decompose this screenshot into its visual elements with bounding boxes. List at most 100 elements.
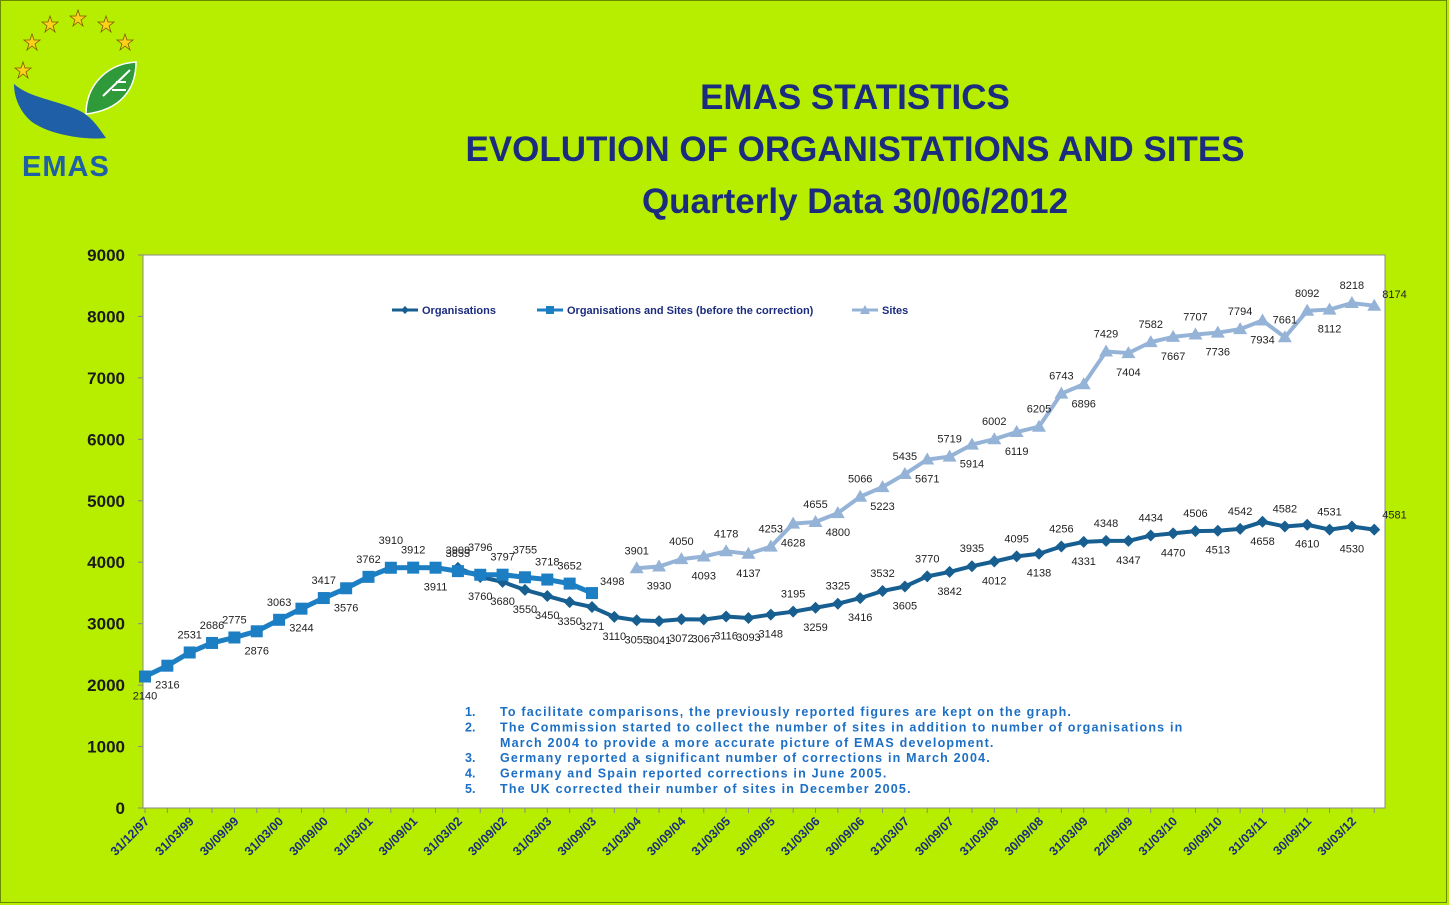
data-label: 2876 — [245, 645, 269, 657]
diamond-marker — [1100, 534, 1113, 547]
note-text: Germany reported a significant number of… — [500, 751, 991, 765]
data-label: 3416 — [848, 612, 872, 624]
legend-marker — [860, 305, 870, 314]
diamond-marker — [1301, 518, 1314, 531]
x-tick-label: 31/03/06 — [778, 814, 822, 858]
note-number: 3. — [465, 751, 475, 765]
data-label: 7661 — [1273, 314, 1297, 326]
series-line — [636, 301, 1375, 571]
data-label: 3271 — [580, 621, 604, 633]
data-label: 4655 — [803, 499, 827, 511]
data-label: 7667 — [1161, 351, 1185, 363]
data-label: 4581 — [1382, 510, 1406, 522]
diamond-marker — [943, 565, 956, 578]
data-label: 3350 — [557, 616, 581, 628]
data-label: 4434 — [1139, 513, 1163, 525]
data-label: 3041 — [647, 635, 671, 647]
triangle-marker — [719, 544, 734, 557]
x-tick-label: 31/03/07 — [868, 814, 912, 858]
data-label: 3063 — [267, 597, 291, 609]
data-label: 7794 — [1228, 306, 1252, 318]
star-icon — [40, 14, 60, 34]
data-label: 4178 — [714, 528, 738, 540]
x-tick-label: 31/03/11 — [1226, 814, 1270, 858]
diamond-marker — [764, 608, 777, 621]
title-line-2: EVOLUTION OF ORGANISTATIONS AND SITES — [465, 130, 1245, 169]
data-label: 5719 — [937, 434, 961, 446]
triangle-marker — [786, 516, 801, 529]
triangle-marker — [1054, 386, 1069, 399]
diamond-marker — [697, 613, 710, 626]
diamond-marker — [675, 613, 688, 626]
diamond-marker — [1345, 520, 1358, 533]
chart-notes: 1. To facilitate comparisons, the previou… — [465, 705, 1182, 796]
star-icon — [68, 8, 88, 28]
data-label: 3930 — [647, 581, 671, 593]
x-tick-label: 31/12/97 — [108, 814, 152, 858]
square-marker — [362, 570, 375, 583]
note-text: Germany and Spain reported corrections i… — [500, 767, 888, 781]
data-label: 3450 — [535, 610, 559, 622]
diamond-marker — [630, 614, 643, 627]
x-tick-label: 30/09/04 — [644, 814, 688, 858]
diamond-marker — [1211, 524, 1224, 537]
square-marker — [228, 631, 241, 644]
data-label: 4513 — [1206, 545, 1230, 557]
x-tick-label: 30/09/06 — [823, 814, 867, 858]
legend-label: Sites — [882, 305, 908, 317]
triangle-marker — [875, 480, 890, 493]
x-tick-label: 31/03/04 — [600, 814, 644, 858]
triangle-marker — [1255, 313, 1270, 326]
data-label: 2316 — [155, 680, 179, 692]
data-label: 3908 — [446, 545, 470, 557]
note-number: 4. — [465, 767, 475, 781]
legend-marker — [546, 306, 554, 314]
data-label: 6896 — [1071, 398, 1095, 410]
data-label: 3110 — [603, 631, 627, 643]
title-line-3: Quarterly Data 30/06/2012 — [641, 182, 1069, 221]
diamond-marker — [1256, 515, 1269, 528]
diamond-marker — [563, 596, 576, 609]
data-label: 3532 — [870, 568, 894, 580]
y-tick-label: 2000 — [87, 676, 125, 695]
data-labels: 3908 376036803550345033503271311030553041… — [133, 280, 1407, 702]
square-marker — [273, 613, 286, 626]
leaf-vein — [102, 69, 131, 97]
data-label: 3244 — [289, 623, 313, 635]
data-label: 4331 — [1071, 556, 1095, 568]
note-number: 5. — [465, 782, 475, 796]
data-label: 7404 — [1116, 367, 1140, 379]
triangle-marker — [1322, 302, 1337, 315]
diamond-marker — [809, 601, 822, 614]
data-label: 4582 — [1273, 503, 1297, 515]
series-markers — [139, 296, 1382, 683]
square-marker — [340, 582, 353, 595]
square-marker — [295, 602, 308, 615]
data-label: 4050 — [669, 536, 693, 548]
note-number: 2. — [465, 720, 475, 734]
data-label: 2140 — [133, 691, 157, 703]
x-tick-label: 31/03/09 — [1047, 814, 1091, 858]
x-tick-label: 31/03/02 — [421, 814, 465, 858]
diamond-marker — [965, 560, 978, 573]
triangle-marker — [987, 432, 1002, 445]
note-number: 1. — [465, 705, 475, 719]
triangle-marker — [696, 549, 711, 562]
data-label: 3770 — [915, 553, 939, 565]
data-label: 3116 — [714, 631, 738, 643]
triangle-marker — [1300, 303, 1315, 316]
star-ring — [13, 8, 135, 80]
square-marker — [139, 670, 151, 683]
data-label: 4628 — [781, 538, 805, 550]
data-label: 7736 — [1206, 347, 1230, 359]
data-label: 3325 — [826, 581, 850, 593]
y-tick-label: 5000 — [87, 492, 125, 511]
data-label: 3067 — [692, 634, 716, 646]
data-label: 3680 — [490, 596, 514, 608]
triangle-marker — [830, 506, 845, 519]
diamond-marker — [1323, 523, 1336, 536]
data-label: 7582 — [1139, 319, 1163, 331]
square-marker — [384, 561, 397, 574]
legend-marker — [401, 306, 409, 314]
